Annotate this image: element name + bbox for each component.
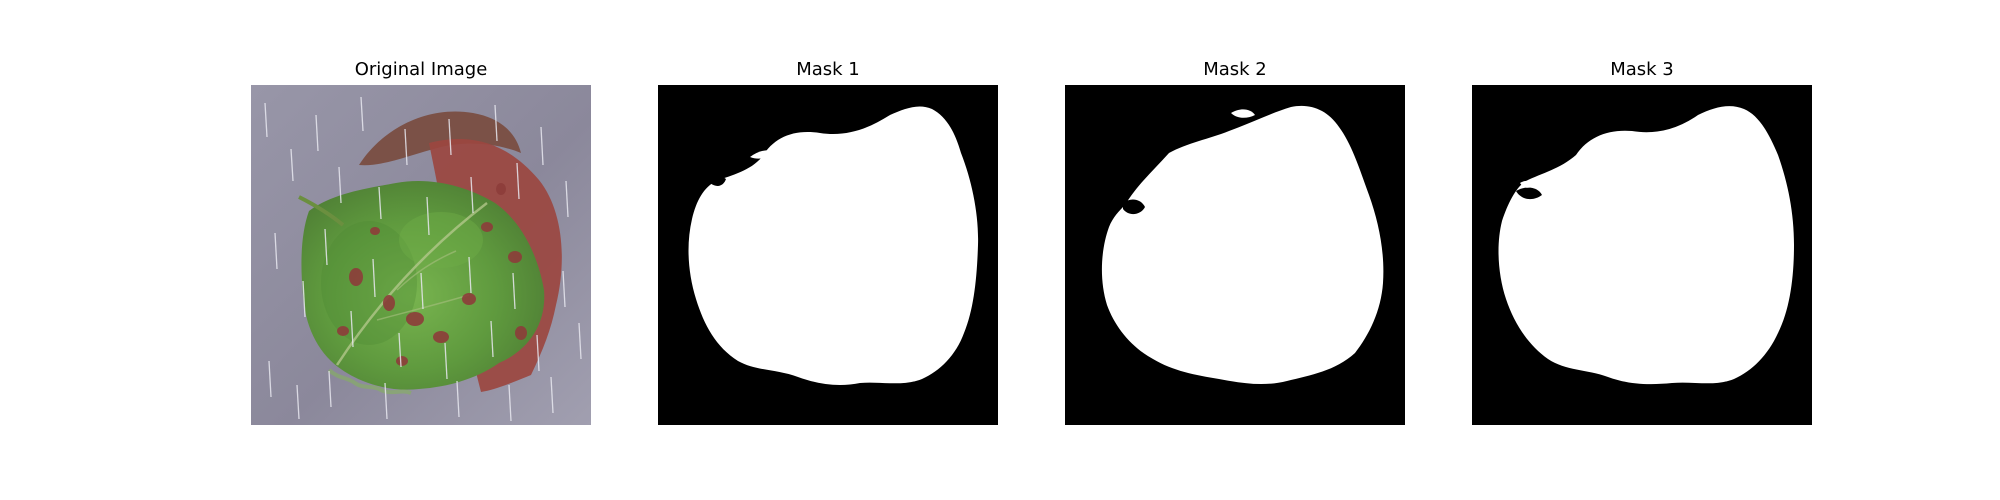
- mask-3-panel: Mask 3: [1472, 55, 1812, 445]
- panel-title: Mask 3: [1610, 59, 1674, 80]
- leaf-photo: [251, 85, 591, 425]
- mask-3-shape: [1472, 85, 1812, 425]
- mask-3-image: [1472, 85, 1812, 425]
- mask-2-shape: [1065, 85, 1405, 425]
- panel-title: Original Image: [354, 59, 488, 80]
- original-image-panel: Original Image: [251, 55, 591, 445]
- original-image: [251, 85, 591, 425]
- mask-1-image: [658, 85, 998, 425]
- mask-2-image: [1065, 85, 1405, 425]
- mask-1-panel: Mask 1: [658, 55, 998, 445]
- mask-2-panel: Mask 2: [1065, 55, 1405, 445]
- mask-1-shape: [658, 85, 998, 425]
- panel-title: Mask 1: [796, 59, 860, 80]
- panel-title: Mask 2: [1203, 59, 1267, 80]
